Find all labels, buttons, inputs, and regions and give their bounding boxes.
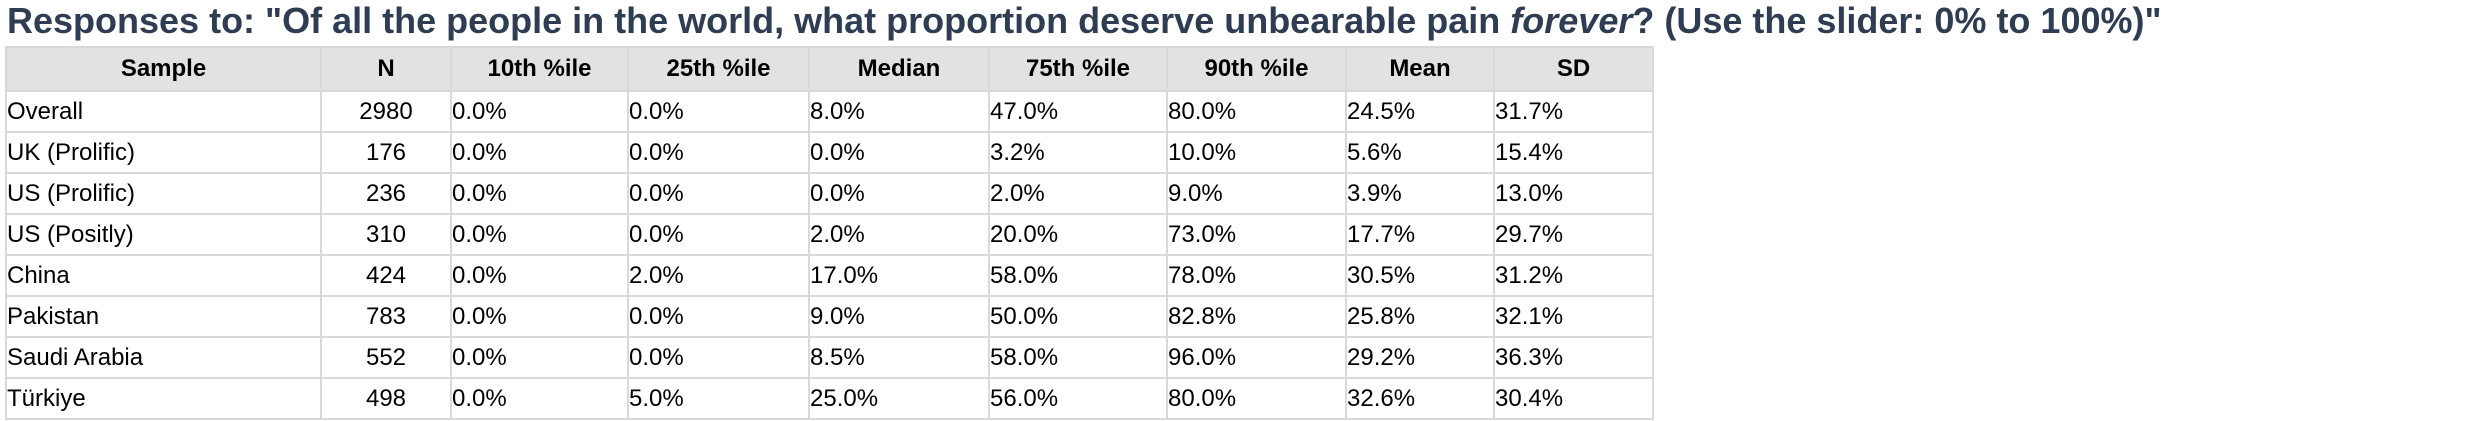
table-row: Saudi Arabia 552 0.0% 0.0% 8.5% 58.0% 96.0% 29.… [5,336,1654,379]
value-cell: 29.7% [1493,213,1654,256]
value-cell: 0.0% [450,90,629,133]
value-cell: 5.0% [627,377,810,420]
column-header-25th-pct: 25th %ile [627,46,810,92]
value-cell: 36.3% [1493,336,1654,379]
sample-cell: US (Prolific) [5,172,322,215]
value-cell: 0.0% [450,377,629,420]
value-cell: 0.0% [450,254,629,297]
column-header-median: Median [808,46,990,92]
column-header-90th-pct: 90th %ile [1166,46,1347,92]
column-header-mean: Mean [1345,46,1495,92]
sample-cell: UK (Prolific) [5,131,322,174]
value-cell: 17.7% [1345,213,1495,256]
value-cell: 47.0% [988,90,1168,133]
value-cell: 82.8% [1166,295,1347,338]
value-cell: 96.0% [1166,336,1347,379]
value-cell: 0.0% [808,131,990,174]
value-cell: 2.0% [988,172,1168,215]
figure-title: Responses to: "Of all the people in the … [7,0,2162,42]
table-row: Pakistan 783 0.0% 0.0% 9.0% 50.0% 82.8% 25.8% 32… [5,295,1654,338]
table-row: UK (Prolific) 176 0.0% 0.0% 0.0% 3.2% 10.0% 5.6… [5,131,1654,174]
value-cell: 78.0% [1166,254,1347,297]
column-header-sample: Sample [5,46,322,92]
value-cell: 13.0% [1493,172,1654,215]
value-cell: 0.0% [627,336,810,379]
value-cell: 29.2% [1345,336,1495,379]
table-body: Overall 2980 0.0% 0.0% 8.0% 47.0% 80.0% 24.5% 31… [5,90,1654,420]
table-row: US (Prolific) 236 0.0% 0.0% 0.0% 2.0% 9.0% 3.9%… [5,172,1654,215]
table-row: China 424 0.0% 2.0% 17.0% 58.0% 78.0% 30.5% 31.2… [5,254,1654,297]
value-cell: 80.0% [1166,90,1347,133]
value-cell: 310 [320,213,452,256]
value-cell: 2.0% [808,213,990,256]
value-cell: 31.2% [1493,254,1654,297]
value-cell: 8.5% [808,336,990,379]
value-cell: 2980 [320,90,452,133]
value-cell: 0.0% [450,213,629,256]
value-cell: 9.0% [1166,172,1347,215]
sample-cell: Saudi Arabia [5,336,322,379]
title-italic-word: forever [1510,0,1633,41]
value-cell: 10.0% [1166,131,1347,174]
value-cell: 3.2% [988,131,1168,174]
value-cell: 0.0% [808,172,990,215]
value-cell: 30.5% [1345,254,1495,297]
value-cell: 3.9% [1345,172,1495,215]
sample-cell: US (Positly) [5,213,322,256]
value-cell: 424 [320,254,452,297]
value-cell: 32.6% [1345,377,1495,420]
value-cell: 31.7% [1493,90,1654,133]
value-cell: 56.0% [988,377,1168,420]
value-cell: 498 [320,377,452,420]
value-cell: 17.0% [808,254,990,297]
value-cell: 0.0% [627,90,810,133]
column-header-75th-pct: 75th %ile [988,46,1168,92]
value-cell: 25.0% [808,377,990,420]
table-header-row: Sample N 10th %ile 25th %ile Median 75th… [5,46,1654,92]
value-cell: 73.0% [1166,213,1347,256]
value-cell: 2.0% [627,254,810,297]
table-row: Overall 2980 0.0% 0.0% 8.0% 47.0% 80.0% 24.5% 31… [5,90,1654,133]
value-cell: 20.0% [988,213,1168,256]
value-cell: 30.4% [1493,377,1654,420]
value-cell: 0.0% [450,295,629,338]
value-cell: 80.0% [1166,377,1347,420]
value-cell: 0.0% [627,131,810,174]
sample-cell: Overall [5,90,322,133]
value-cell: 50.0% [988,295,1168,338]
value-cell: 58.0% [988,336,1168,379]
sample-cell: China [5,254,322,297]
value-cell: 236 [320,172,452,215]
column-header-sd: SD [1493,46,1654,92]
value-cell: 0.0% [627,295,810,338]
value-cell: 5.6% [1345,131,1495,174]
value-cell: 25.8% [1345,295,1495,338]
value-cell: 552 [320,336,452,379]
value-cell: 0.0% [627,213,810,256]
value-cell: 15.4% [1493,131,1654,174]
value-cell: 783 [320,295,452,338]
value-cell: 9.0% [808,295,990,338]
column-header-n: N [320,46,452,92]
value-cell: 24.5% [1345,90,1495,133]
value-cell: 176 [320,131,452,174]
title-text-after-italic: ? (Use the slider: 0% to 100%)" [1632,0,2162,41]
value-cell: 0.0% [450,336,629,379]
value-cell: 0.0% [450,172,629,215]
sample-cell: Türkiye [5,377,322,420]
value-cell: 32.1% [1493,295,1654,338]
sample-cell: Pakistan [5,295,322,338]
value-cell: 8.0% [808,90,990,133]
value-cell: 0.0% [450,131,629,174]
title-text-before-italic: Responses to: "Of all the people in the … [7,0,1511,41]
value-cell: 58.0% [988,254,1168,297]
stats-table: Sample N 10th %ile 25th %ile Median 75th… [5,46,1654,420]
table-row: US (Positly) 310 0.0% 0.0% 2.0% 20.0% 73.0% 17.… [5,213,1654,256]
value-cell: 0.0% [627,172,810,215]
table-row: Türkiye 498 0.0% 5.0% 25.0% 56.0% 80.0% 32.6% 30… [5,377,1654,420]
column-header-10th-pct: 10th %ile [450,46,629,92]
